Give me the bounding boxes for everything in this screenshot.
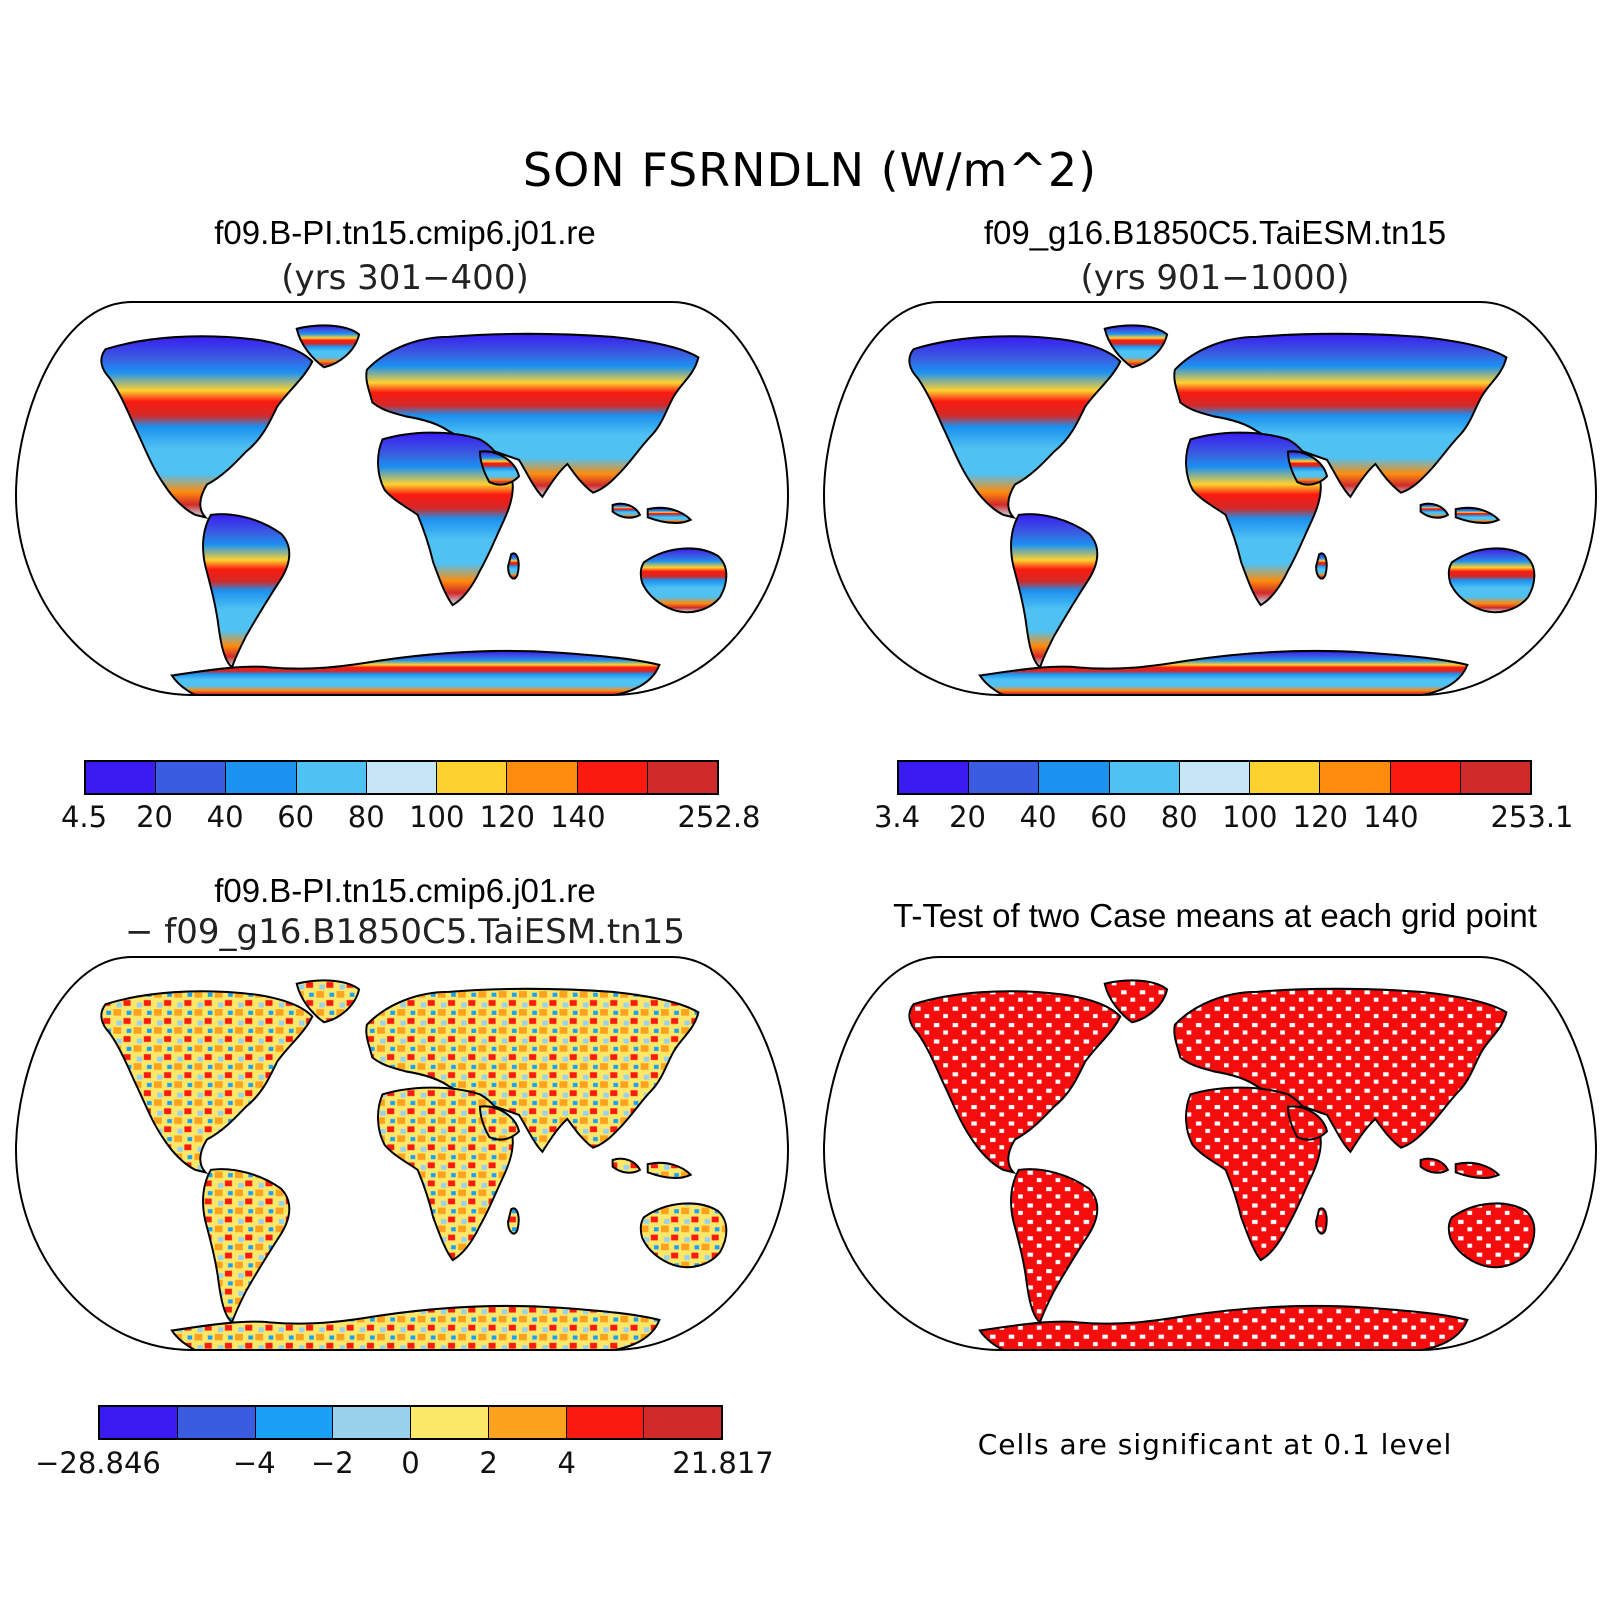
colorbar-box bbox=[488, 1407, 567, 1438]
panel-title-top-right: f09_g16.B1850C5.TaiESM.tn15 bbox=[983, 214, 1447, 251]
colorbar-box bbox=[1390, 762, 1461, 793]
colorbar-label: 20 bbox=[949, 800, 986, 834]
colorbar-box bbox=[969, 762, 1040, 793]
colorbar-label: 252.8 bbox=[677, 800, 761, 834]
colorbar-label: 80 bbox=[347, 800, 385, 834]
map-bottom-left bbox=[14, 956, 790, 1351]
colorbar-box bbox=[1039, 762, 1110, 793]
colorbar-labels-top-right: 3.4 20 40 60 80 100 120 140 253.1 bbox=[874, 800, 1574, 840]
colorbar-label: 60 bbox=[277, 800, 315, 834]
colorbar-box bbox=[411, 1407, 489, 1438]
colorbar-top-right bbox=[897, 760, 1532, 795]
colorbar-label: −28.846 bbox=[35, 1446, 161, 1480]
colorbar-label: 140 bbox=[1363, 800, 1419, 834]
colorbar-label: 3.4 bbox=[873, 800, 921, 834]
panel-title-bottom-left: f09.B-PI.tn15.cmip6.j01.re bbox=[214, 872, 596, 909]
colorbar-label: 20 bbox=[136, 800, 173, 834]
colorbar-label: 0 bbox=[401, 1446, 420, 1480]
colorbar-label: 100 bbox=[409, 800, 465, 834]
colorbar-box bbox=[566, 1407, 645, 1438]
colorbar-box bbox=[1109, 762, 1180, 793]
colorbar-box bbox=[296, 762, 367, 793]
colorbar-label: 4.5 bbox=[60, 800, 108, 834]
colorbar-label: −2 bbox=[311, 1446, 354, 1480]
colorbar-label: 120 bbox=[1292, 800, 1349, 834]
colorbar-label: 40 bbox=[206, 800, 244, 834]
colorbar-box bbox=[255, 1407, 334, 1438]
colorbar-label: 4 bbox=[557, 1446, 576, 1480]
colorbar-box bbox=[100, 1407, 178, 1438]
colorbar-label: 120 bbox=[479, 800, 536, 834]
colorbar-labels-bottom-left: −28.846 −4 −2 0 2 4 21.817 bbox=[35, 1446, 774, 1486]
colorbar-box bbox=[156, 762, 227, 793]
colorbar-box bbox=[899, 762, 970, 793]
panel-subtitle-bottom-left: − f09_g16.B1850C5.TaiESM.tn15 bbox=[125, 912, 685, 952]
colorbar-box bbox=[1250, 762, 1321, 793]
colorbar-labels-top-left: 4.5 20 40 60 80 100 120 140 252.8 bbox=[61, 800, 761, 840]
colorbar-box bbox=[366, 762, 438, 793]
colorbar-label: 80 bbox=[1160, 800, 1198, 834]
figure-title: SON FSRNDLN (W/m^2) bbox=[522, 143, 1098, 197]
map-bottom-right bbox=[822, 956, 1598, 1351]
colorbar-box bbox=[647, 762, 717, 793]
panel-title-bottom-right: T-Test of two Case means at each grid po… bbox=[893, 897, 1537, 934]
significance-note: Cells are significant at 0.1 level bbox=[977, 1428, 1453, 1461]
colorbar-label: 60 bbox=[1090, 800, 1128, 834]
colorbar-bottom-left bbox=[98, 1405, 723, 1440]
map-top-left bbox=[14, 301, 790, 696]
colorbar-box bbox=[177, 1407, 256, 1438]
colorbar-label: 253.1 bbox=[1490, 800, 1574, 834]
colorbar-box bbox=[1320, 762, 1391, 793]
colorbar-box bbox=[1179, 762, 1251, 793]
colorbar-box bbox=[644, 1407, 721, 1438]
colorbar-box bbox=[507, 762, 578, 793]
colorbar-box bbox=[226, 762, 297, 793]
colorbar-label: 140 bbox=[550, 800, 606, 834]
panel-subtitle-top-right: (yrs 901−1000) bbox=[1080, 258, 1350, 298]
colorbar-box bbox=[333, 1407, 411, 1438]
colorbar-label: 2 bbox=[479, 1446, 498, 1480]
colorbar-label: 21.817 bbox=[672, 1446, 774, 1480]
panel-subtitle-top-left: (yrs 301−400) bbox=[281, 258, 529, 298]
colorbar-box bbox=[437, 762, 508, 793]
colorbar-top-left bbox=[84, 760, 719, 795]
colorbar-box bbox=[577, 762, 648, 793]
colorbar-label: 100 bbox=[1222, 800, 1278, 834]
colorbar-box bbox=[1460, 762, 1530, 793]
colorbar-label: −4 bbox=[232, 1446, 276, 1480]
colorbar-label: 40 bbox=[1019, 800, 1057, 834]
panel-title-top-left: f09.B-PI.tn15.cmip6.j01.re bbox=[214, 214, 596, 251]
map-top-right bbox=[822, 301, 1598, 696]
colorbar-box bbox=[86, 762, 157, 793]
